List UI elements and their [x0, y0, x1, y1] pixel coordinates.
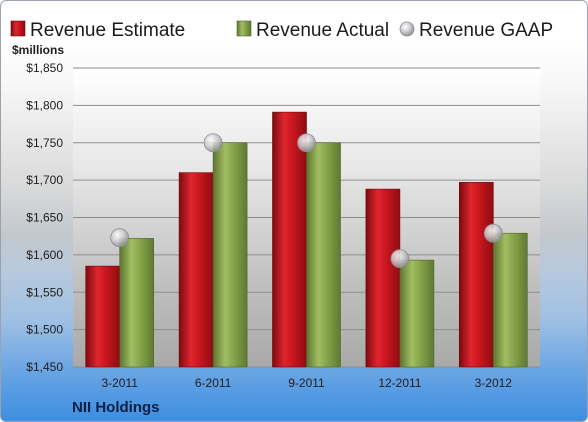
bar-revenue-actual	[399, 259, 435, 368]
y-tick-label: $1,700	[26, 173, 63, 187]
company-name: NII Holdings	[72, 399, 160, 416]
marker-revenue-gaap	[390, 249, 410, 269]
marker-revenue-gaap	[203, 133, 223, 153]
x-tick-label: 6-2011	[195, 376, 232, 390]
legend-label: Revenue Estimate	[30, 20, 185, 41]
y-tick-label: $1,550	[26, 285, 63, 299]
x-tick-label: 3-2012	[475, 376, 513, 390]
y-tick-label: $1,450	[26, 360, 63, 374]
legend-swatch-revenue-actual	[236, 20, 252, 37]
y-tick-label: $1,750	[26, 136, 63, 150]
legend: Revenue Estimate Revenue Actual Revenue GA…	[10, 20, 553, 41]
y-tick-label: $1,850	[26, 61, 63, 75]
marker-revenue-gaap	[297, 133, 316, 153]
marker-revenue-gaap	[483, 223, 503, 243]
y-tick-label: $1,500	[26, 323, 63, 337]
bar-revenue-actual	[212, 142, 248, 368]
bars	[85, 111, 528, 368]
legend-label: Revenue GAAP	[419, 20, 553, 41]
y-tick-label: $1,600	[26, 248, 63, 262]
bar-revenue-estimate	[85, 265, 120, 368]
y-tick-label: $1,800	[26, 98, 63, 112]
legend-swatch-revenue-gaap	[399, 21, 415, 37]
bar-revenue-estimate	[272, 111, 307, 368]
y-axis-unit-label: $millions	[12, 43, 64, 57]
x-axis-ticks: 3-2011 6-2011 9-2011 12-2011 3-2012	[101, 376, 512, 390]
bar-revenue-estimate	[365, 188, 401, 368]
marker-revenue-gaap	[110, 228, 130, 248]
bar-revenue-actual	[306, 142, 341, 368]
x-tick-label: 3-2011	[101, 376, 138, 390]
y-axis-ticks: $1,450 $1,500 $1,550 $1,600 $1,650 $1,700 $1,7…	[26, 61, 63, 374]
x-tick-label: 9-2011	[288, 376, 325, 390]
bar-revenue-actual	[119, 238, 154, 368]
y-tick-label: $1,650	[26, 211, 63, 225]
legend-swatch-revenue-estimate	[10, 20, 26, 37]
bar-revenue-actual	[492, 232, 528, 368]
bar-revenue-estimate	[178, 172, 214, 368]
gaap-markers	[110, 133, 503, 269]
bar-revenue-estimate	[458, 182, 494, 368]
legend-label: Revenue Actual	[256, 20, 389, 41]
x-tick-label: 12-2011	[378, 376, 421, 390]
